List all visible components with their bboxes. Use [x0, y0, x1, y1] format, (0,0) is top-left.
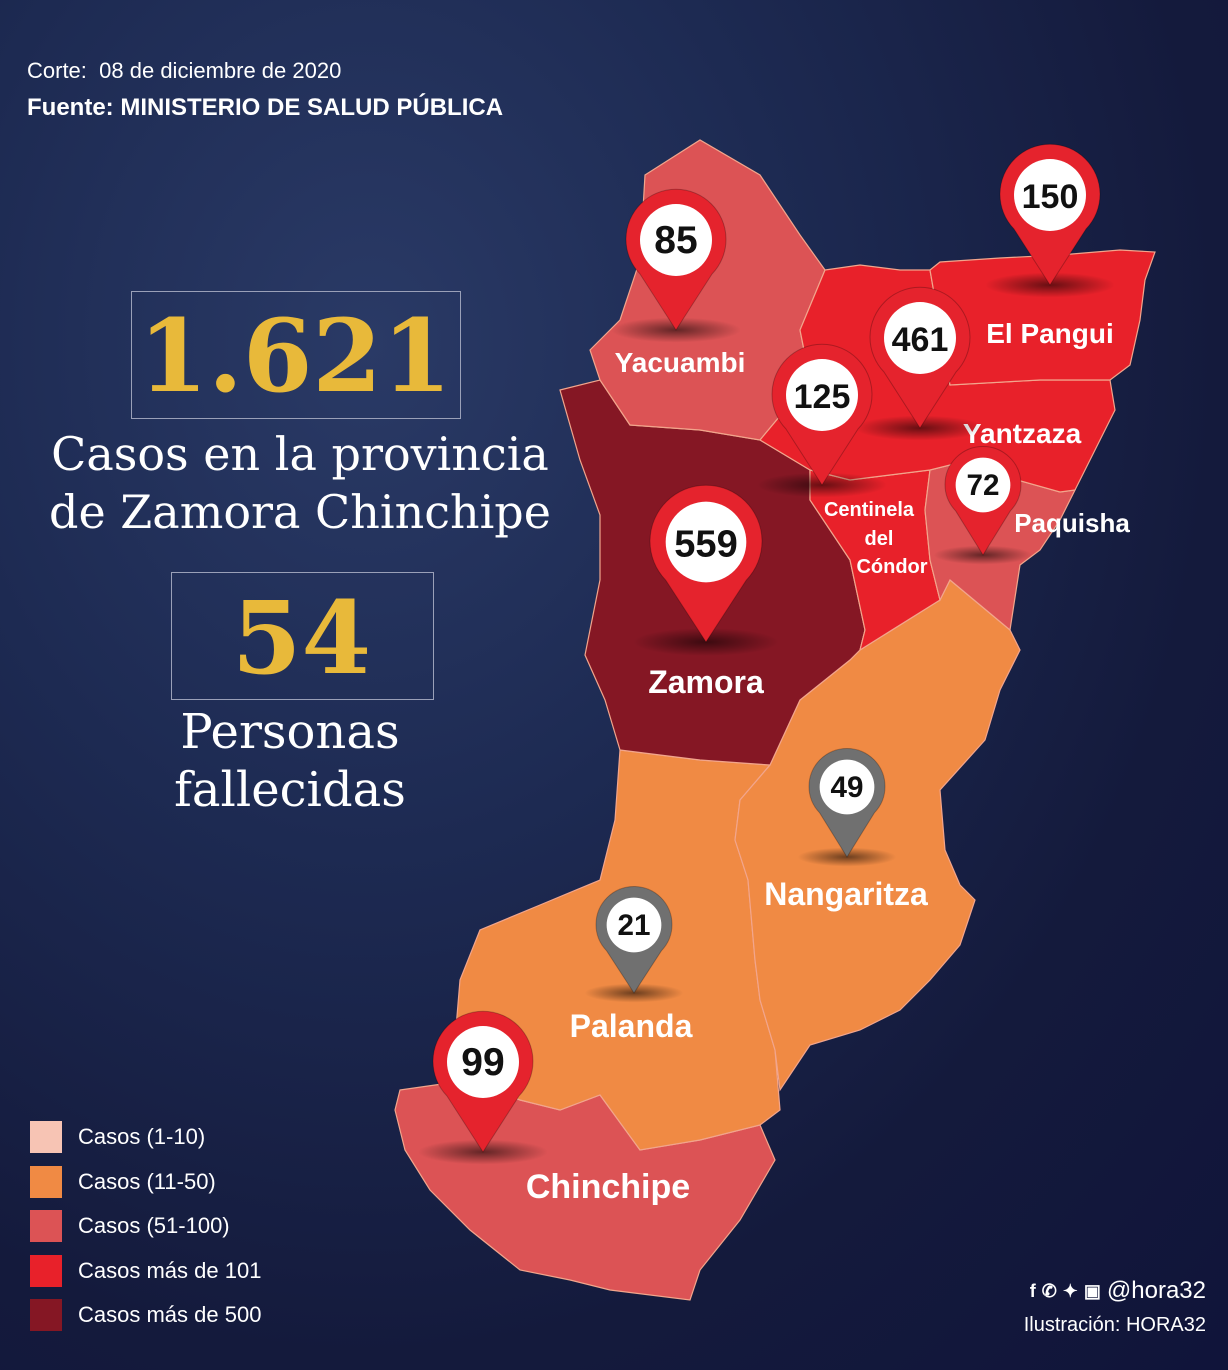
- region-label-centinela-1: Centinela: [824, 499, 915, 521]
- pin-case-count: 85: [654, 219, 697, 262]
- region-label-nangaritza: Nangaritza: [764, 876, 928, 912]
- source: Fuente: MINISTERIO DE SALUD PÚBLICA: [27, 94, 504, 121]
- region-label-paquisha: Paquisha: [1014, 508, 1130, 538]
- legend-swatch: [30, 1299, 62, 1332]
- pin-badge: [665, 501, 747, 583]
- cases-caption-line1: Casos en la provincia: [51, 427, 549, 481]
- handle-text: @hora32: [1106, 1277, 1206, 1304]
- region-label-zamora: Zamora: [648, 664, 764, 700]
- legend-item: Casos (1-10): [30, 1115, 261, 1160]
- pin-case-count: 125: [794, 378, 851, 416]
- legend-item: Casos más de 500: [30, 1293, 261, 1338]
- map-pin-yantzaza: 461: [855, 286, 985, 441]
- pin-case-count: 49: [831, 771, 864, 804]
- deaths-caption-line1: Personas: [180, 704, 400, 760]
- deaths-caption-line2: fallecidas: [174, 762, 406, 818]
- illustration-credit: Ilustración: HORA32: [1023, 1314, 1206, 1336]
- map-pin-yacuambi: 85: [611, 188, 741, 343]
- pin-badge: [955, 457, 1011, 513]
- cases-caption-line2: de Zamora Chinchipe: [49, 485, 551, 539]
- instagram-icon[interactable]: ▣: [1083, 1280, 1101, 1301]
- pin-case-count: 559: [674, 524, 738, 566]
- region-label-centinela-2: del: [865, 528, 894, 550]
- pin-badge: [640, 204, 712, 276]
- region-label-chinchipe: Chinchipe: [526, 1168, 690, 1206]
- region-label-el-pangui: El Pangui: [986, 318, 1114, 349]
- pin-badge: [1014, 159, 1086, 231]
- cutoff-date: Corte: 08 de diciembre de 2020: [27, 58, 342, 83]
- pin-case-count: 461: [892, 321, 949, 359]
- legend-label: Casos (51-100): [78, 1213, 230, 1239]
- pin-case-count: 99: [461, 1041, 504, 1084]
- region-label-palanda: Palanda: [570, 1008, 693, 1044]
- map-pin-zamora: 559: [633, 484, 779, 656]
- cases-number: 1.621: [138, 297, 452, 415]
- legend-label: Casos (1-10): [78, 1124, 206, 1150]
- map-pin-chinchipe: 99: [418, 1010, 548, 1165]
- whatsapp-icon[interactable]: ✆: [1041, 1280, 1057, 1301]
- legend-swatch: [30, 1165, 62, 1198]
- legend-label: Casos más de 500: [78, 1302, 262, 1328]
- region-label-yantzaza: Yantzaza: [963, 418, 1082, 449]
- map-pin-palanda: 21: [584, 886, 684, 1003]
- pin-badge: [447, 1026, 519, 1098]
- pin-badge: [786, 359, 858, 431]
- region-label-centinela-3: Cóndor: [856, 556, 927, 578]
- social-handle: f ✆ ✦ ▣ @hora32: [1030, 1277, 1206, 1305]
- legend: Casos (1-10) Casos (11-50) Casos (51-100…: [30, 1115, 261, 1338]
- legend-swatch: [30, 1254, 62, 1287]
- map-pin-el-pangui: 150: [985, 143, 1115, 298]
- map-pin-nangaritza: 49: [797, 748, 897, 867]
- region-nangaritza: [734, 579, 1021, 1092]
- legend-item: Casos más de 101: [30, 1249, 261, 1294]
- legend-swatch: [30, 1121, 62, 1154]
- deaths-number: 54: [231, 579, 372, 697]
- map-pin-centinela: 125: [757, 343, 887, 498]
- cases-box: [131, 291, 461, 419]
- deaths-box: [171, 572, 434, 700]
- facebook-icon[interactable]: f: [1029, 1280, 1036, 1301]
- pin-case-count: 150: [1022, 178, 1079, 216]
- pin-case-count: 21: [618, 909, 651, 942]
- legend-label: Casos más de 101: [78, 1257, 262, 1283]
- region-label-yacuambi: Yacuambi: [615, 347, 746, 378]
- pin-badge: [606, 897, 662, 953]
- twitter-icon[interactable]: ✦: [1062, 1280, 1078, 1301]
- legend-item: Casos (11-50): [30, 1160, 261, 1205]
- pin-badge: [819, 759, 875, 815]
- legend-swatch: [30, 1210, 62, 1243]
- pin-case-count: 72: [967, 469, 1000, 502]
- legend-label: Casos (11-50): [78, 1168, 216, 1194]
- map-pin-paquisha: 72: [933, 446, 1033, 565]
- pin-badge: [884, 302, 956, 374]
- legend-item: Casos (51-100): [30, 1204, 261, 1249]
